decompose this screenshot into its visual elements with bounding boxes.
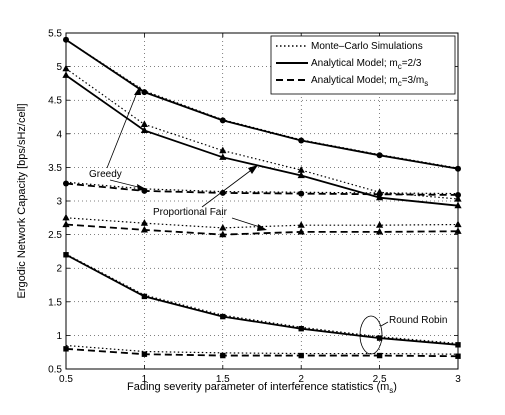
pf-arrow-up: [201, 167, 255, 208]
series-line: [65, 344, 459, 355]
pf-arrow-down-head: [257, 224, 267, 231]
data-point-triangle: [219, 153, 227, 160]
legend-entry-analytical-variable: Analytical Model; mc=3/ms: [311, 75, 428, 88]
legend: Monte–Carlo Simulations Analytical Model…: [270, 35, 456, 95]
x-tick-label: 3: [455, 374, 461, 385]
annotation-round-robin: Round Robin: [389, 315, 447, 326]
series-line: [65, 74, 459, 207]
y-tick-label: 3.5: [48, 163, 62, 174]
legend-entry-analytical-fixed: Analytical Model; mc=2/3: [311, 58, 422, 71]
y-tick-label: 2: [56, 264, 62, 275]
x-tick-label: 1.5: [216, 374, 230, 385]
legend-box: [270, 35, 456, 95]
x-tick-label: 1: [142, 374, 148, 385]
series-line: [65, 68, 459, 200]
data-point-circle: [219, 189, 226, 196]
data-point-square: [220, 352, 226, 359]
y-tick-label: 5.5: [48, 29, 62, 40]
round-robin-connector: [380, 321, 389, 327]
y-tick-label: 5: [56, 62, 62, 73]
y-axis-label: Ergodic Network Capacity [bps/sHz/cell]: [16, 103, 28, 298]
pf-arrow-up-head: [248, 165, 258, 174]
legend-entry-simulation: Monte–Carlo Simulations: [311, 41, 423, 52]
data-point-triangle: [140, 225, 148, 233]
x-tick-label: 0.5: [59, 374, 73, 385]
greedy-arrow-down-head: [137, 184, 146, 191]
data-point-square: [141, 351, 148, 357]
x-tick-label: 2.5: [373, 374, 387, 385]
series-line: [65, 217, 459, 229]
data-point-circle: [141, 89, 148, 96]
data-point-triangle: [219, 146, 227, 154]
data-point-triangle: [219, 223, 227, 231]
data-point-circle: [219, 117, 226, 124]
data-point-circle: [298, 190, 305, 197]
series-line: [65, 253, 459, 346]
data-point-triangle: [140, 219, 148, 226]
data-point-triangle: [376, 221, 384, 228]
axis-ticks: 0.5 1 1.5 2 2.5 3 0.5 1 1.5 2 2.5 3 3.5 4 4.5 5 5.5: [48, 29, 461, 386]
y-tick-label: 0.5: [48, 365, 62, 376]
data-point-square: [141, 293, 148, 300]
x-axis-label: Fading severity parameter of interferenc…: [127, 381, 397, 395]
data-point-triangle: [219, 230, 227, 238]
data-point-triangle: [140, 120, 148, 127]
data-point-square: [298, 352, 304, 359]
data-point-triangle: [140, 126, 148, 134]
annotation-greedy: Greedy: [89, 169, 122, 180]
series-line: [65, 253, 459, 345]
greedy-arrow-up-head: [134, 86, 141, 95]
y-tick-label: 3: [56, 197, 62, 208]
annotation-proportional-fair: Proportional Fair: [153, 207, 228, 218]
round-robin-ellipse: [359, 315, 383, 355]
data-point-triangle: [297, 171, 305, 179]
y-tick-label: 2.5: [48, 230, 62, 241]
series-dotted-square: [65, 344, 459, 355]
data-point-square: [220, 313, 226, 320]
data-point-triangle: [297, 227, 305, 235]
x-tick-label: 2: [298, 374, 304, 385]
y-tick-label: 1.5: [48, 297, 62, 308]
series-line: [65, 38, 459, 170]
data-point-circle: [376, 191, 383, 198]
data-point-square: [376, 335, 383, 341]
data-point-triangle: [297, 166, 305, 173]
series-dotted-square: [65, 253, 459, 345]
y-tick-label: 1: [56, 331, 62, 342]
greedy-arrow-down: [109, 179, 143, 189]
annotations: Greedy Proportional Fair Round Robin: [89, 86, 447, 355]
series-line: [65, 181, 459, 195]
y-tick-label: 4.5: [48, 96, 62, 107]
data-point-square: [298, 325, 304, 332]
data-point-square: [376, 352, 383, 359]
y-tick-label: 4: [56, 129, 62, 140]
data-point-triangle: [376, 227, 384, 235]
series-dotted-circle: [65, 181, 459, 195]
data-point-triangle: [297, 221, 305, 228]
greedy-arrow-up: [106, 89, 139, 169]
